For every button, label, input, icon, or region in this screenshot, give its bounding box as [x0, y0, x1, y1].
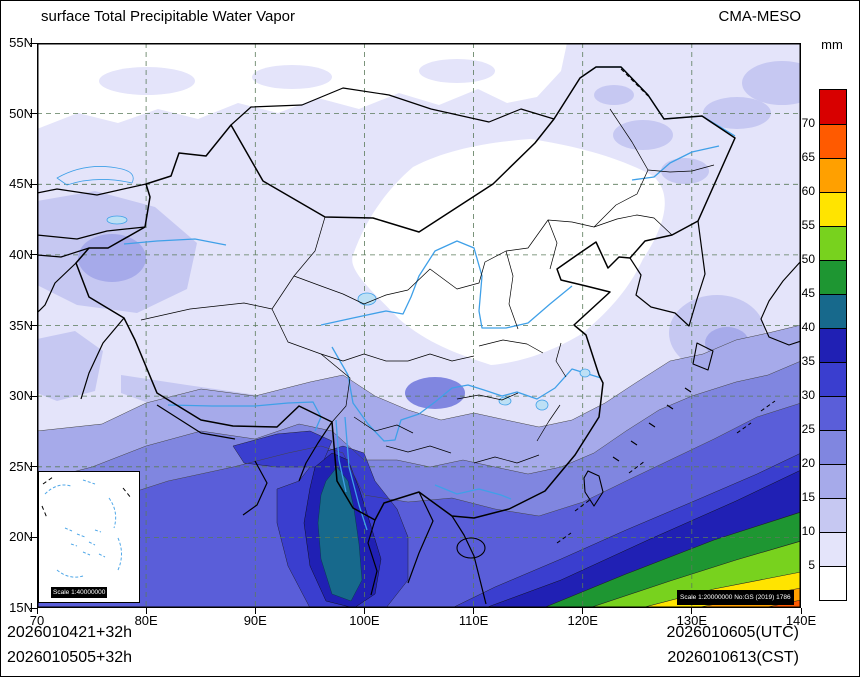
lat-axis-label: 35N	[9, 317, 33, 333]
inset-coastlines	[44, 479, 122, 578]
colorbar-label: 50	[801, 252, 815, 266]
colorbar-segment	[820, 566, 846, 600]
colorbar-segment	[820, 260, 846, 294]
lat-tick	[30, 183, 37, 185]
colorbar-label: 10	[801, 524, 815, 538]
lon-tick	[800, 608, 802, 614]
lon-axis-label: 100E	[349, 613, 380, 628]
lat-tick	[30, 42, 37, 44]
colorbar-label: 30	[801, 388, 815, 402]
lat-tick	[30, 395, 37, 397]
hainan-outline	[456, 537, 486, 559]
colorbar-segment	[820, 158, 846, 192]
init-time-utc: 2026010421+32h	[7, 624, 133, 641]
lon-axis-label: 80E	[134, 613, 158, 628]
colorbar-segment	[820, 498, 846, 532]
colorbar-segment	[820, 90, 846, 124]
lat-axis-label: 30N	[9, 388, 33, 404]
valid-time-cst: 2026010613(CST)	[667, 649, 799, 666]
model-name: CMA-MESO	[718, 8, 802, 25]
colorbar-segment	[820, 464, 846, 498]
page-title: surface Total Precipitable Water Vapor	[41, 8, 296, 25]
lat-tick	[30, 466, 37, 468]
china-border	[75, 66, 736, 521]
inset-map	[41, 476, 132, 578]
lon-axis-label: 130E	[676, 613, 708, 628]
colorbar-unit-label: mm	[821, 37, 843, 52]
lat-axis-label: 40N	[9, 246, 33, 262]
lon-tick	[145, 608, 147, 614]
colorbar-segment	[820, 328, 846, 362]
valid-time-utc: 2026010605(UTC)	[666, 624, 799, 641]
colorbar-label: 70	[801, 116, 815, 130]
province-borders	[140, 108, 715, 464]
lat-tick	[30, 607, 37, 609]
colorbar-label: 15	[801, 490, 815, 504]
colorbar-label: 65	[801, 150, 815, 164]
colorbar-segment	[820, 430, 846, 464]
lon-axis-label: 90E	[243, 613, 267, 628]
lat-tick	[30, 254, 37, 256]
inset-scale-label: Scale 1:40000000	[51, 587, 108, 598]
lat-axis-label: 20N	[9, 529, 33, 545]
lon-tick	[473, 608, 475, 614]
colorbar	[819, 89, 847, 601]
colorbar-segment	[820, 294, 846, 328]
colorbar-segment	[820, 124, 846, 158]
lon-tick	[582, 608, 584, 614]
lon-axis-label: 140E	[785, 613, 817, 628]
colorbar-label: 5	[808, 558, 815, 572]
lat-tick	[30, 325, 37, 326]
colorbar-label: 60	[801, 184, 815, 198]
colorbar-label: 55	[801, 218, 815, 232]
lat-axis-label: 45N	[9, 176, 33, 192]
colorbar-label: 20	[801, 456, 815, 470]
colorbar-label: 35	[801, 354, 815, 368]
lat-tick	[30, 536, 37, 538]
init-time-cst: 2026010505+32h	[7, 649, 133, 666]
dashed-line-marks	[556, 68, 776, 544]
map-canvas	[37, 43, 801, 608]
lat-axis-label: 15N	[9, 600, 33, 615]
colorbar-label: 25	[801, 422, 815, 436]
colorbar-segment	[820, 362, 846, 396]
graticule	[37, 43, 801, 608]
lon-tick	[36, 608, 38, 614]
colorbar-segment	[820, 226, 846, 260]
taiwan-outline	[583, 470, 604, 507]
country-borders	[37, 66, 801, 605]
map-scale-label: Scale 1:20000000 No:GS (2019) 1786	[677, 590, 794, 605]
lon-axis-label: 120E	[567, 613, 598, 628]
colorbar-segment	[820, 192, 846, 226]
colorbar-label: 40	[801, 320, 815, 334]
lat-axis-label: 55N	[9, 35, 33, 50]
lon-axis-label: 70	[29, 613, 45, 628]
south-china-sea-inset: Scale 1:40000000	[38, 471, 140, 603]
colorbar-segment	[820, 396, 846, 430]
lon-tick	[363, 608, 365, 614]
lon-axis-label: 110E	[458, 613, 489, 628]
lon-tick	[691, 608, 693, 614]
lat-tick	[30, 113, 37, 115]
lon-tick	[254, 608, 256, 614]
lat-axis-label: 50N	[9, 105, 33, 121]
colorbar-segment	[820, 532, 846, 566]
plot-frame	[37, 43, 801, 608]
colorbar-label: 45	[801, 286, 815, 300]
inset-dash-line	[41, 476, 132, 519]
lat-axis-label: 25N	[9, 458, 33, 474]
